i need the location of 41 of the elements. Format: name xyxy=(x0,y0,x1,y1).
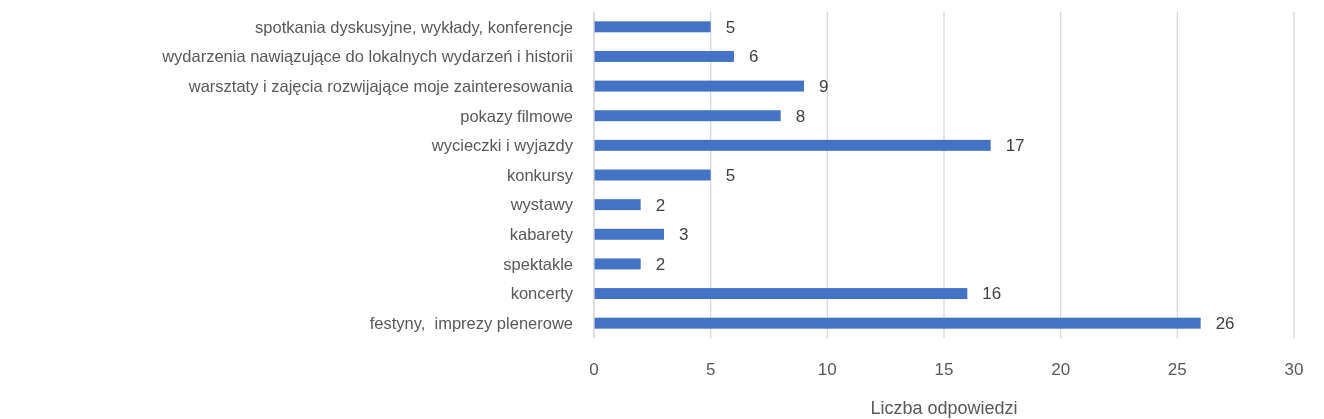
bar xyxy=(594,80,804,92)
y-tick-label: spotkania dyskusyjne, wykłady, konferencje xyxy=(255,17,573,36)
bar xyxy=(594,258,641,270)
data-label: 9 xyxy=(819,77,829,97)
data-label: 2 xyxy=(655,195,666,215)
data-label: 17 xyxy=(1005,136,1025,156)
x-tick-label: 0 xyxy=(589,359,599,379)
y-tick-label: warsztaty i zajęcia rozwijające moje zainteresowania xyxy=(187,76,574,95)
data-label: 6 xyxy=(749,47,759,67)
y-tick-label: kabarety xyxy=(509,225,574,244)
x-tick-label: 15 xyxy=(934,359,954,379)
bar xyxy=(594,139,991,151)
x-axis-title: Liczba odpowiedzi xyxy=(870,398,1018,419)
data-label: 8 xyxy=(795,106,806,126)
bar xyxy=(594,110,781,122)
bar xyxy=(594,169,711,181)
bar xyxy=(594,317,1201,329)
y-tick-label: festyny, imprezy plenerowe xyxy=(369,313,573,332)
bar xyxy=(594,288,968,300)
x-tick-label: 30 xyxy=(1284,359,1304,379)
y-tick-label: konkursy xyxy=(506,165,574,184)
y-tick-label: wystawy xyxy=(509,195,574,214)
data-label: 16 xyxy=(982,284,1002,304)
data-label: 5 xyxy=(725,165,736,185)
x-tick-label: 10 xyxy=(817,359,837,379)
bar xyxy=(594,199,641,211)
bar xyxy=(594,50,734,62)
y-tick-label: koncerty xyxy=(510,284,574,303)
y-tick-label: spektakle xyxy=(503,254,573,273)
data-label: 3 xyxy=(679,225,689,245)
data-label: 26 xyxy=(1215,314,1235,334)
y-tick-label: wycieczki i wyjazdy xyxy=(430,136,574,155)
data-label: 2 xyxy=(655,254,666,274)
bar xyxy=(594,228,664,240)
x-tick-label: 20 xyxy=(1051,359,1071,379)
x-tick-label: 25 xyxy=(1167,359,1187,379)
x-tick-label: 5 xyxy=(705,359,716,379)
y-tick-label: wydarzenia nawiązujące do lokalnych wydarzeń i historii xyxy=(161,47,573,66)
y-tick-label: pokazy filmowe xyxy=(460,106,573,125)
bar xyxy=(594,21,711,33)
data-label: 5 xyxy=(725,17,736,37)
